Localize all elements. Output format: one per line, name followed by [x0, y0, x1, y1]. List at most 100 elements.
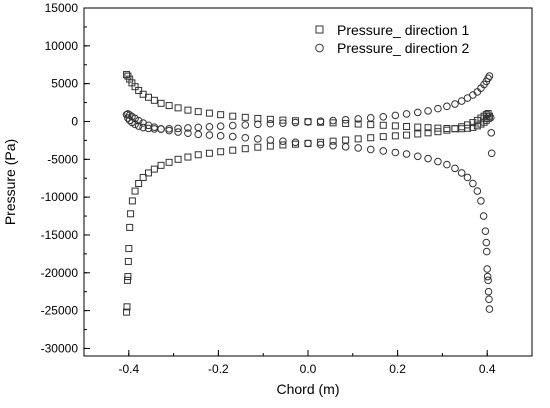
data-point-series-2 [424, 154, 432, 163]
data-point-series-2 [341, 143, 350, 151]
data-point-series-1 [123, 303, 131, 311]
data-point-series-2 [228, 121, 237, 130]
data-point-series-2 [125, 111, 134, 119]
data-point-series-2 [216, 132, 225, 140]
data-point-series-2 [487, 149, 496, 158]
data-point-series-2 [402, 110, 411, 118]
data-point-series-1 [125, 245, 133, 253]
data-point-series-1 [469, 119, 477, 127]
data-point-series-1 [205, 149, 213, 157]
y-tick-label: 10000 [45, 39, 79, 53]
data-point-series-1 [463, 121, 471, 129]
data-point-series-1 [266, 115, 274, 123]
data-point-series-1 [124, 257, 132, 265]
data-point-series-1 [241, 113, 249, 121]
data-point-series-2 [205, 131, 214, 139]
data-point-series-2 [486, 113, 495, 122]
data-point-series-1 [124, 273, 132, 281]
data-point-series-2 [379, 147, 388, 155]
legend-label-series-2: Pressure_ direction 2 [337, 40, 470, 56]
data-point-series-1 [443, 126, 451, 134]
data-point-series-1 [157, 161, 165, 169]
data-point-series-2 [485, 305, 494, 313]
data-point-series-1 [139, 173, 147, 181]
y-tick-label: 0 [71, 114, 78, 128]
data-point-series-1 [150, 96, 158, 104]
data-point-series-2 [329, 116, 337, 125]
x-tick-label: 0.4 [479, 362, 496, 376]
data-point-series-2 [413, 108, 422, 117]
data-point-series-2 [463, 94, 472, 102]
data-point-series-1 [329, 137, 337, 145]
x-tick-label: 0.0 [300, 362, 317, 376]
data-point-series-2 [457, 169, 466, 177]
data-point-series-1 [414, 123, 422, 131]
data-point-series-1 [458, 123, 466, 131]
data-point-series-2 [279, 137, 287, 145]
y-tick-label: -10000 [41, 190, 79, 204]
data-point-series-2 [483, 265, 492, 273]
data-point-series-2 [184, 129, 192, 138]
data-point-series-2 [366, 145, 375, 154]
data-point-series-2 [216, 122, 225, 130]
data-point-series-2 [124, 110, 132, 118]
y-axis: -30000 -25000 -20000 -15000 -10000 -5000 0 5000… [41, 1, 90, 355]
y-axis-title: Pressure (Pa) [2, 139, 18, 225]
data-point-series-1 [254, 114, 262, 122]
plot-frame [83, 7, 533, 357]
data-point-series-1 [451, 125, 459, 133]
data-point-series-2 [228, 132, 237, 141]
data-point-series-1 [266, 142, 274, 150]
data-point-series-1 [458, 125, 466, 133]
data-point-series-2 [473, 187, 482, 195]
data-point-series-2 [144, 124, 153, 133]
legend-marker-square [315, 25, 324, 34]
data-point-series-1 [291, 117, 299, 125]
data-point-series-2 [266, 136, 275, 144]
data-point-series-1 [205, 109, 213, 117]
data-point-series-1 [403, 131, 411, 139]
data-point-series-2 [254, 135, 262, 143]
data-point-series-2 [157, 125, 165, 133]
data-point-series-2 [241, 121, 250, 129]
data-point-series-1 [391, 122, 399, 130]
data-point-series-2 [194, 123, 203, 132]
legend: Pressure_ direction 1 Pressure_ directio… [315, 22, 470, 56]
x-axis-title: Chord (m) [276, 381, 339, 397]
data-point-series-1 [194, 151, 202, 159]
data-point-series-1 [379, 133, 387, 141]
data-point-series-2 [484, 287, 493, 296]
data-point-series-1 [434, 128, 442, 136]
data-point-series-2 [469, 179, 477, 188]
data-point-series-2 [485, 295, 493, 304]
data-point-series-1 [379, 121, 387, 129]
data-point-series-1 [128, 197, 136, 205]
data-point-series-2 [482, 238, 491, 247]
data-point-series-1 [367, 134, 375, 142]
data-point-series-2 [128, 112, 136, 121]
data-point-series-1 [123, 308, 131, 316]
data-point-series-1 [473, 116, 481, 124]
data-point-series-2 [391, 111, 400, 120]
y-tick-label: -30000 [41, 341, 79, 355]
data-point-series-1 [145, 169, 153, 177]
data-point-series-2 [391, 148, 400, 157]
y-tick-label: 5000 [51, 77, 78, 91]
data-point-series-1 [403, 122, 411, 130]
data-point-series-2 [184, 124, 192, 132]
data-point-series-1 [342, 136, 350, 144]
data-point-series-1 [184, 153, 192, 161]
data-point-series-1 [131, 187, 139, 195]
data-point-series-2 [266, 119, 275, 128]
data-point-series-2 [413, 152, 422, 161]
data-point-series-2 [304, 139, 312, 148]
data-point-series-1 [279, 116, 287, 124]
data-point-series-2 [316, 117, 325, 125]
y-tick-label: -20000 [41, 266, 79, 280]
data-point-series-1 [424, 124, 432, 132]
data-point-series-2 [443, 160, 451, 169]
data-point-series-1 [126, 75, 134, 83]
y-tick-label: 15000 [45, 1, 79, 15]
data-point-series-2 [205, 122, 214, 131]
data-point-series-1 [391, 132, 399, 140]
